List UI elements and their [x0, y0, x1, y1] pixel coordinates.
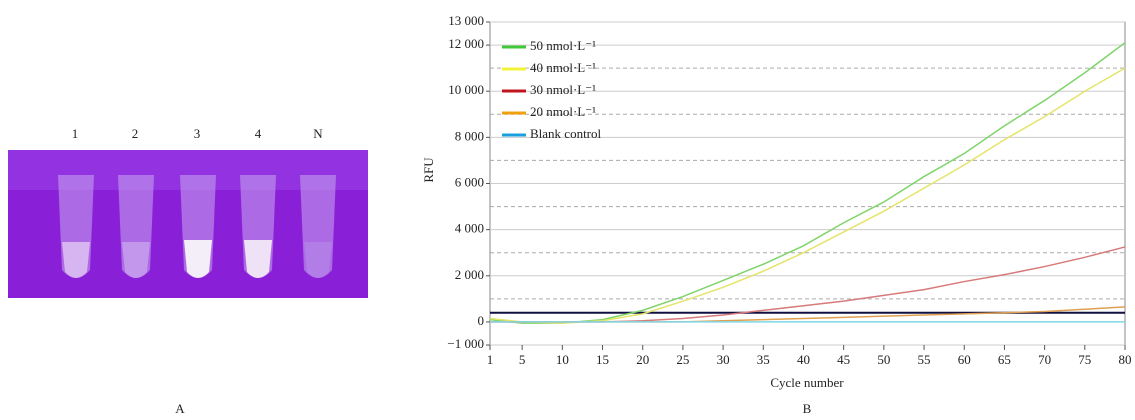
x-tick-label: 40: [797, 352, 810, 367]
x-tick-label: 60: [958, 352, 971, 367]
x-tick-label: 30: [717, 352, 730, 367]
x-tick-label: 70: [1038, 352, 1051, 367]
tube-label: 2: [132, 126, 139, 141]
y-tick-label: 8 000: [455, 128, 484, 143]
x-tick-label: 55: [918, 352, 931, 367]
y-tick-label: 13 000: [448, 13, 484, 28]
y-axis-label: RFU: [421, 157, 436, 183]
x-tick-label: 50: [877, 352, 890, 367]
x-tick-label: 5: [519, 352, 526, 367]
legend-label: 20 nmol·L⁻¹: [530, 104, 596, 119]
x-tick-label: 20: [636, 352, 649, 367]
x-tick-label: 10: [556, 352, 569, 367]
x-tick-label: 1: [487, 352, 494, 367]
y-tick-label: 6 000: [455, 174, 484, 189]
x-tick-label: 65: [998, 352, 1011, 367]
panel-label: A: [175, 401, 185, 416]
legend-label: 30 nmol·L⁻¹: [530, 82, 596, 97]
tube-label: 1: [72, 126, 79, 141]
tube-label: N: [313, 126, 323, 141]
legend-label: 50 nmol·L⁻¹: [530, 38, 596, 53]
tube-liquid: [62, 240, 332, 278]
x-tick-label: 75: [1078, 352, 1091, 367]
x-tick-label: 80: [1119, 352, 1132, 367]
legend-label: 40 nmol·L⁻¹: [530, 60, 596, 75]
x-axis-label: Cycle number: [770, 375, 844, 390]
y-tick-label: 10 000: [448, 82, 484, 97]
legend-label: Blank control: [530, 126, 602, 141]
panel-label: B: [803, 401, 812, 416]
tube-label: 3: [194, 126, 201, 141]
y-tick-label: 4 000: [455, 221, 484, 236]
x-tick-label: 45: [837, 352, 850, 367]
series-line: [489, 42, 1126, 324]
photo: [8, 150, 368, 298]
y-tick-label: 2 000: [455, 267, 484, 282]
y-tick-label: −1 000: [447, 336, 484, 351]
x-tick-label: 15: [596, 352, 609, 367]
y-tick-label: 0: [478, 313, 485, 328]
x-tick-label: 25: [676, 352, 689, 367]
y-tick-label: 12 000: [448, 36, 484, 51]
x-tick-label: 35: [757, 352, 770, 367]
tube-label: 4: [255, 126, 262, 141]
